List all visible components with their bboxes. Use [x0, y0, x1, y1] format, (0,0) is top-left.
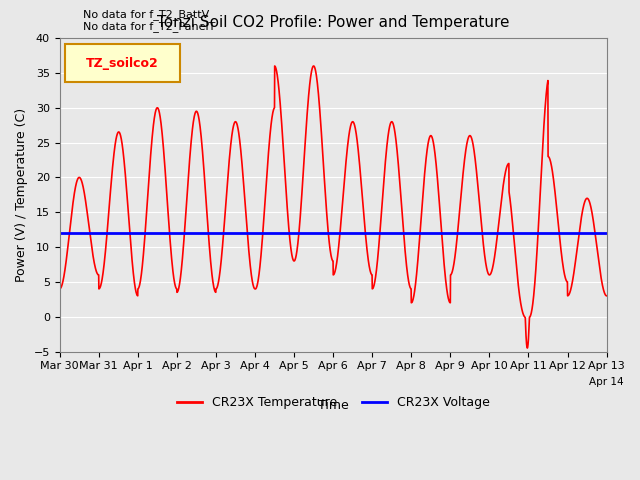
FancyBboxPatch shape — [65, 44, 180, 82]
CR23X Temperature — [56, 286, 63, 292]
Text: No data for f_T2_PanelT: No data for f_T2_PanelT — [83, 21, 216, 32]
Text: TZ_soilco2: TZ_soilco2 — [86, 57, 159, 70]
CR23X Temperature — [118, 141, 126, 146]
CR23X Temperature — [266, 139, 273, 144]
CR23X Voltage — [56, 230, 63, 236]
CR23X Temperature — [534, 243, 541, 249]
X-axis label: Time: Time — [318, 399, 349, 412]
CR23X Temperature — [150, 114, 158, 120]
CR23X Temperature — [593, 239, 600, 245]
Legend: CR23X Temperature, CR23X Voltage: CR23X Temperature, CR23X Voltage — [172, 391, 495, 414]
Line: CR23X Temperature: CR23X Temperature — [60, 66, 607, 348]
CR23X Voltage — [95, 230, 102, 236]
Title: Tonzi Soil CO2 Profile: Power and Temperature: Tonzi Soil CO2 Profile: Power and Temper… — [157, 15, 509, 30]
Text: Apr 14: Apr 14 — [589, 376, 624, 386]
Y-axis label: Power (V) / Temperature (C): Power (V) / Temperature (C) — [15, 108, 28, 282]
CR23X Temperature — [524, 345, 531, 351]
Text: No data for f_T2_BattV: No data for f_T2_BattV — [83, 9, 209, 20]
CR23X Temperature — [603, 293, 611, 299]
CR23X Temperature — [289, 257, 297, 263]
CR23X Temperature — [310, 63, 317, 69]
